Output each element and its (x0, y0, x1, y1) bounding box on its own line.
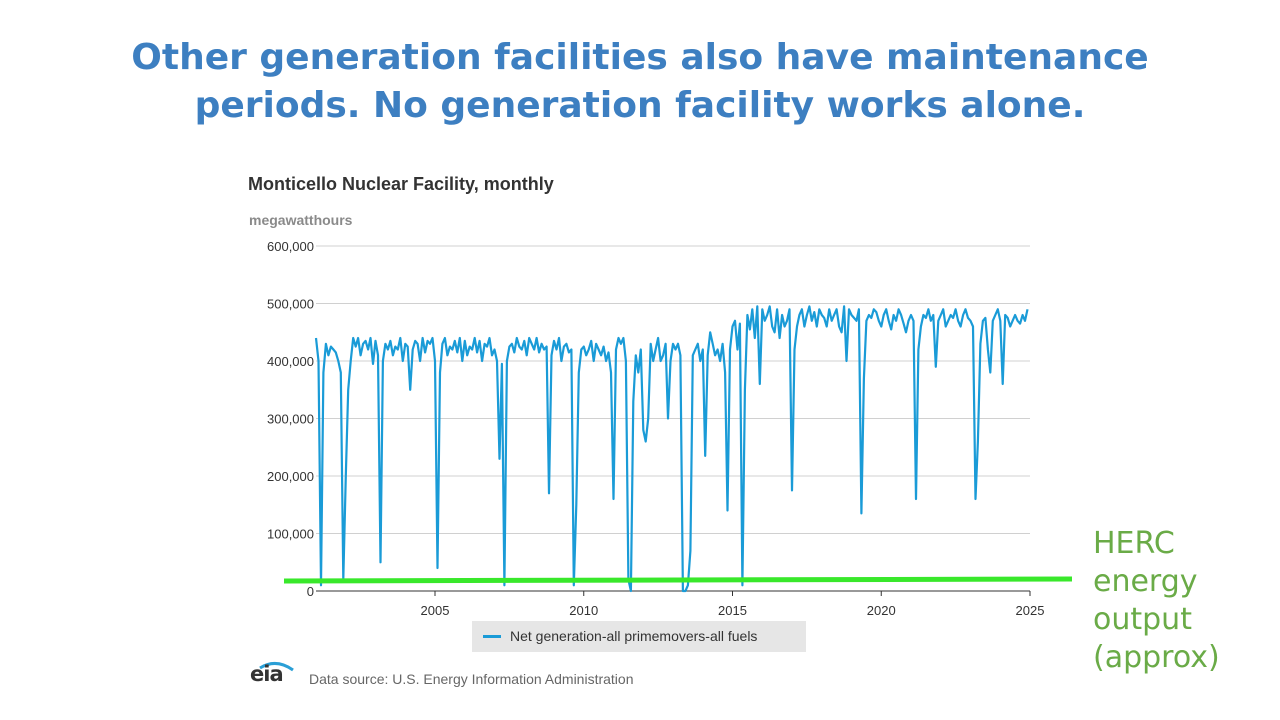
chart-title: Monticello Nuclear Facility, monthly (248, 174, 554, 194)
series-line-net-generation (314, 305, 1029, 593)
eia-logo: eia (250, 660, 294, 688)
herc-annotation-line-1: HERC (1093, 526, 1175, 561)
gridlines (316, 245, 1030, 592)
y-tick-label: 0 (307, 584, 314, 599)
slide-title-line-2: periods. No generation facility works al… (194, 85, 1086, 126)
series-layer (314, 305, 1029, 593)
eia-logo-text: eia (250, 662, 284, 686)
y-tick-label: 500,000 (267, 297, 314, 312)
x-tick-label: 2025 (1016, 603, 1045, 618)
herc-annotation: HERC energy output (approx) (1093, 525, 1273, 677)
y-axis-unit-label: megawatthours (249, 212, 353, 228)
y-tick-label: 200,000 (267, 469, 314, 484)
y-tick-label: 600,000 (267, 239, 314, 254)
x-tick-label: 2020 (867, 603, 896, 618)
data-source-text: Data source: U.S. Energy Information Adm… (309, 671, 634, 687)
x-tick-label: 2015 (718, 603, 747, 618)
herc-annotation-line-2: energy (1093, 564, 1198, 599)
herc-annotation-line-3: output (1093, 602, 1192, 637)
herc-annotation-line-4: (approx) (1093, 640, 1220, 675)
legend-swatch (483, 635, 501, 638)
eia-logo-arc (259, 662, 294, 672)
x-tick-label: 2010 (569, 603, 598, 618)
slide-title: Other generation facilities also have ma… (0, 34, 1280, 130)
slide-title-line-1: Other generation facilities also have ma… (131, 37, 1149, 78)
herc-output-line (283, 576, 1073, 584)
x-axis-ticks: 2005 2010 2015 2020 2025 (421, 591, 1045, 618)
legend-label: Net generation-all primemovers-all fuels (510, 628, 758, 644)
y-axis-ticks: 0 100,000 200,000 300,000 400,000 500,000 600,… (267, 239, 314, 599)
y-tick-label: 300,000 (267, 412, 314, 427)
y-tick-label: 400,000 (267, 354, 314, 369)
y-tick-label: 100,000 (267, 527, 314, 542)
x-tick-label: 2005 (421, 603, 450, 618)
legend[interactable]: Net generation-all primemovers-all fuels (472, 621, 806, 652)
